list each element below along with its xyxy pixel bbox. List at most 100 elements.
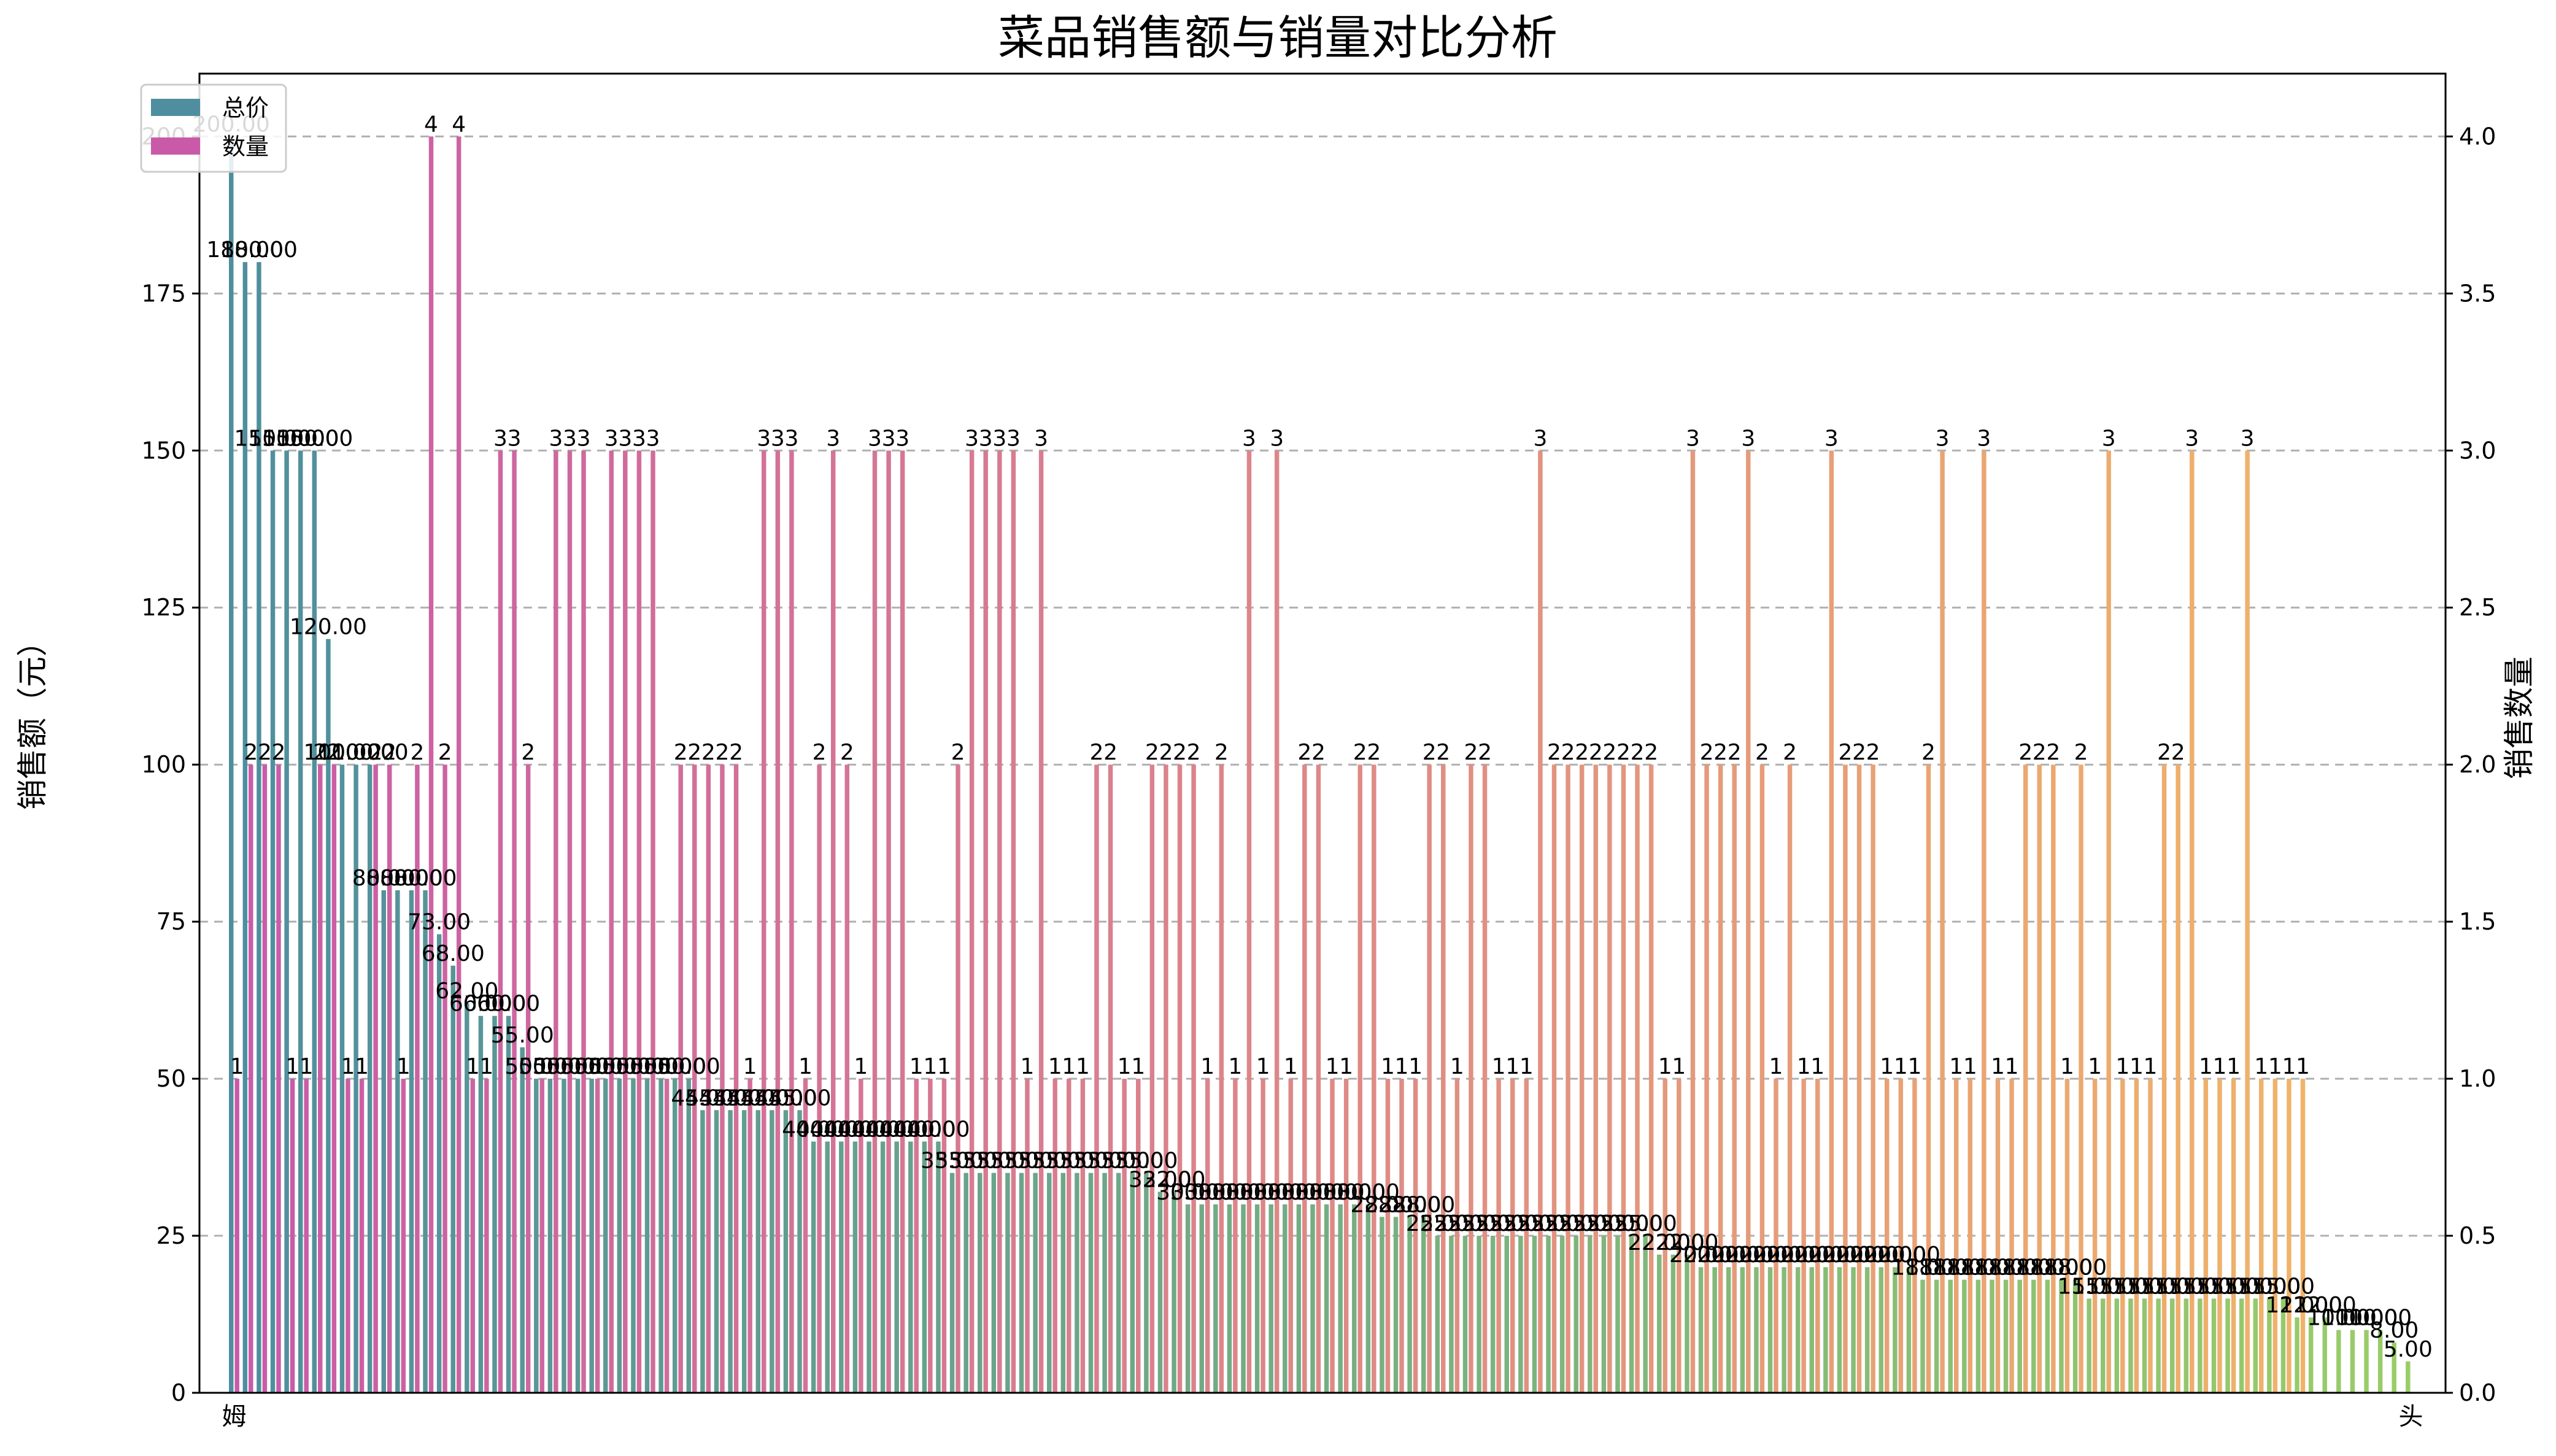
data-label-qty: 2 [1644,740,1658,765]
bar-total [1144,1173,1149,1393]
bar-total [520,1047,525,1393]
data-label-total: 15.00 [2141,1274,2204,1299]
bar-total [339,765,345,1393]
bar-total [2142,1298,2147,1393]
bar-quantity [1746,450,1751,1393]
data-label-total: 22.00 [1627,1230,1691,1255]
y-tick-label: 0 [171,1379,186,1406]
bar-quantity [1038,450,1044,1393]
data-label-qty: 3 [784,426,798,451]
data-label-total: 25.00 [1600,1211,1663,1236]
bar-total [478,1015,484,1393]
bar-quantity [1759,765,1765,1393]
data-label-qty: 2 [1713,740,1728,765]
data-label-total: 30.00 [1309,1180,1372,1205]
y2-tick-label: 3.5 [2459,280,2496,307]
data-label-total: 30.00 [1211,1180,1275,1205]
data-label-qty: 2 [674,740,688,765]
bar-total [1601,1236,1607,1393]
bar-quantity [1496,1079,1501,1393]
data-label-qty: 1 [396,1054,411,1079]
bar-total [1546,1236,1551,1393]
bar-quantity [1343,1079,1349,1393]
data-label-qty: 3 [1741,426,1755,451]
bar-total [2211,1298,2217,1393]
data-label-total: 25.00 [1586,1211,1649,1236]
data-label-total: 30.00 [1253,1180,1316,1205]
data-label-qty: 1 [1450,1054,1464,1079]
y2-axis-label: 销售数量 [2501,657,2537,779]
bar-total [1698,1267,1704,1393]
bar-quantity [1648,765,1654,1393]
data-label-qty: 3 [2102,426,2116,451]
data-label-qty: 2 [1423,740,1437,765]
data-label-total: 50.00 [630,1054,693,1079]
bar-quantity [2037,765,2042,1393]
bar-total [589,1079,594,1393]
data-label-qty: 3 [868,426,882,451]
bar-total [312,450,317,1393]
data-label-total: 25.00 [1461,1211,1524,1236]
bar-quantity [1205,1079,1210,1393]
bar-quantity [484,1079,489,1393]
data-label-total: 30.00 [1184,1180,1247,1205]
bar-total [1851,1267,1856,1393]
y-axis-label: 销售额（元） [15,626,50,810]
bar-total [2045,1279,2050,1393]
data-label-total: 15.00 [2113,1274,2176,1299]
plot-frame [198,72,2447,1394]
data-label-total: 25.00 [1572,1211,1635,1236]
data-label-total: 15.00 [2196,1274,2260,1299]
data-label-qty: 2 [2033,740,2047,765]
bar-quantity [1330,1079,1335,1393]
data-label-qty: 4 [424,112,438,137]
data-label-qty: 1 [2115,1054,2129,1079]
bar-total [1823,1267,1828,1393]
bar-quantity [983,450,988,1393]
data-label-total: 20.00 [1669,1242,1732,1268]
bar-quantity [1219,765,1224,1393]
data-label-total: 20.00 [1739,1242,1802,1268]
bar-quantity [262,765,268,1393]
bar-quantity [1871,765,1875,1393]
bar-total [2322,1317,2327,1393]
bar-quantity [651,450,655,1393]
data-label-qty: 2 [1700,740,1714,765]
bar-total [409,890,414,1393]
data-label-total: 80.00 [394,866,457,891]
legend-label-qty: 数量 [222,133,269,160]
bar-quantity [1995,1079,2001,1393]
bar-quantity [1856,765,1862,1393]
data-label-total: 25.00 [1503,1211,1566,1236]
data-label-qty: 1 [1949,1054,1963,1079]
data-label-total: 15.00 [2224,1274,2287,1299]
data-label-qty: 1 [2060,1054,2074,1079]
data-label-qty: 1 [1062,1054,1076,1079]
data-label-qty: 3 [1533,426,1547,451]
bar-total [353,765,358,1393]
bar-total [1005,1173,1010,1393]
data-label-qty: 1 [1658,1054,1672,1079]
bar-quantity [346,1079,350,1393]
bar-total [562,1079,566,1393]
data-label-total: 45.00 [727,1085,790,1111]
bar-value-labels: 200.001180.002180.002150.002150.001150.0… [193,112,2433,1362]
data-label-total: 20.00 [1780,1242,1844,1268]
bar-total [2280,1298,2286,1393]
bar-quantity [1551,765,1557,1393]
data-label-total: 20.00 [1753,1242,1816,1268]
y-tick-label: 175 [141,280,186,307]
data-label-total: 40.00 [879,1117,942,1142]
data-label-qty: 2 [1311,740,1326,765]
bar-total [1185,1204,1191,1393]
data-label-total: 35.00 [962,1149,1025,1174]
data-label-total: 20.00 [1794,1242,1857,1268]
data-label-total: 12.00 [2293,1293,2357,1318]
data-label-qty: 1 [1381,1054,1395,1079]
bar-total [1435,1236,1440,1393]
bar-total [672,1079,678,1393]
data-label-qty: 2 [1616,740,1631,765]
y2-tick-label: 4.0 [2459,123,2496,150]
bar-quantity [1191,765,1196,1393]
